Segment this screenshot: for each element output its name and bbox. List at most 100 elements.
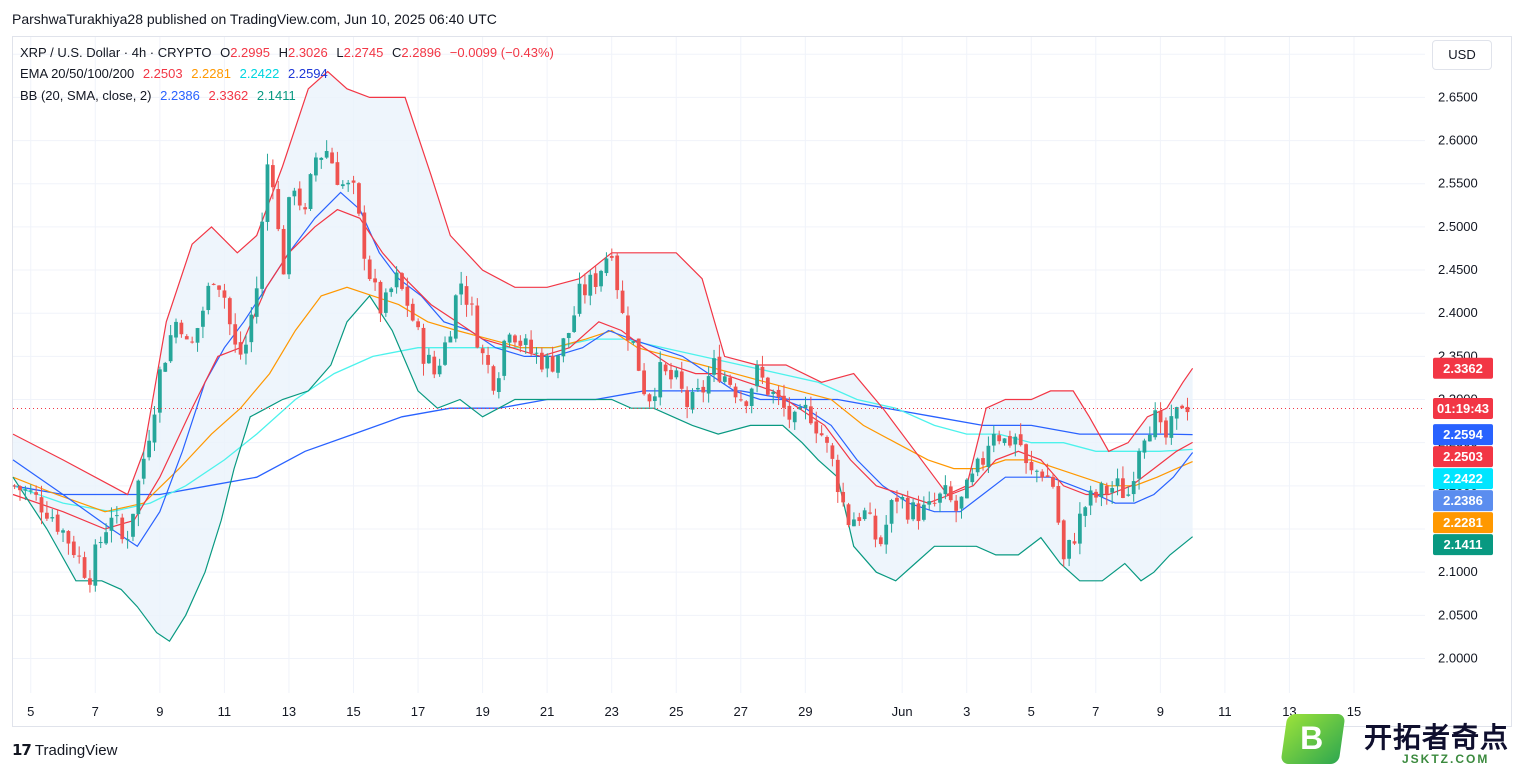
candle-body	[39, 497, 44, 513]
legend-bb-basis-value: 2.2386	[160, 88, 200, 103]
candle-body	[1056, 486, 1061, 523]
candle-body	[895, 497, 899, 502]
candle-body	[211, 283, 216, 285]
time-tick-label: 23	[604, 704, 618, 719]
price-tag	[1433, 468, 1493, 490]
candle-body	[932, 502, 937, 504]
candle-body	[808, 406, 813, 424]
legend-ema200-value: 2.2594	[288, 66, 328, 81]
candle-body	[529, 339, 533, 354]
time-tick-label: 17	[411, 704, 425, 719]
price-tag	[1433, 512, 1493, 534]
price-tick-label: 2.1000	[1438, 564, 1478, 579]
candle-body	[954, 500, 959, 511]
candle-body	[427, 354, 431, 364]
candle-body	[733, 386, 738, 398]
candle-body	[244, 344, 248, 354]
time-tick-label: 5	[27, 704, 34, 719]
candle-body	[421, 327, 426, 364]
legend-symbol-title: XRP / U.S. Dollar · 4h · CRYPTO	[20, 45, 212, 60]
candle-body	[195, 328, 200, 343]
legend-bb-upper-value: 2.3362	[208, 88, 249, 103]
price-tag	[1433, 398, 1493, 420]
watermark-badge-icon: B	[1280, 714, 1346, 764]
candle-body	[120, 517, 125, 540]
candle-body	[765, 377, 770, 395]
legend-change: −0.0099 (−0.43%)	[449, 45, 554, 60]
candle-body	[265, 164, 270, 222]
candle-body	[965, 479, 969, 499]
candle-body	[281, 228, 286, 275]
candle-body	[636, 338, 641, 371]
candle-body	[878, 537, 883, 545]
legend-close-value: 2.2896	[401, 45, 442, 60]
candle-body	[260, 221, 264, 289]
candle-body	[658, 362, 663, 398]
candle-body	[792, 411, 797, 423]
candle-body	[722, 376, 727, 382]
candle-body	[798, 407, 802, 410]
currency-button[interactable]: USD	[1432, 40, 1492, 70]
legend-ema50-value: 2.2281	[191, 66, 231, 81]
candle-body	[1002, 438, 1007, 444]
candle-body	[1013, 436, 1018, 445]
candle-body	[997, 435, 1002, 442]
candle-body	[523, 338, 528, 345]
candle-body	[911, 502, 915, 520]
candle-body	[577, 283, 582, 314]
watermark-subtitle: JSKTZ.COM	[1402, 752, 1490, 766]
candle-body	[803, 404, 808, 409]
legend-ema20-value: 2.2503	[142, 66, 183, 81]
candle-body	[453, 295, 458, 339]
candle-body	[1072, 541, 1077, 544]
candle-body	[206, 285, 211, 311]
candle-body	[496, 378, 501, 392]
candle-body	[486, 355, 490, 365]
candle-body	[184, 336, 189, 340]
candle-body	[561, 338, 566, 357]
time-tick-label: 29	[798, 704, 812, 719]
time-tick-label: 11	[218, 704, 232, 719]
candle-body	[125, 539, 130, 541]
candle-body	[405, 286, 410, 306]
candle-body	[862, 510, 867, 520]
candle-body	[18, 486, 22, 491]
candle-body	[314, 157, 318, 176]
candle-body	[1121, 478, 1125, 498]
legend-ema[interactable]: EMA 20/50/100/200 2.2503 2.2281 2.2422 2…	[20, 66, 333, 81]
legend-low-label: L	[336, 45, 344, 60]
candle-body	[1169, 416, 1174, 438]
candle-body	[948, 486, 953, 501]
candle-body	[900, 496, 905, 500]
candle-body	[77, 555, 82, 557]
candle-body	[324, 151, 329, 158]
candle-body	[61, 530, 65, 533]
candle-body	[141, 458, 146, 479]
candle-body	[663, 364, 668, 372]
candle-body	[938, 493, 942, 503]
tradingview-logo[interactable]: 𝟭𝟳 TradingView	[12, 741, 117, 760]
legend-symbol[interactable]: XRP / U.S. Dollar · 4h · CRYPTO O2.2995 …	[20, 45, 559, 60]
candle-body	[93, 544, 98, 586]
candle-body	[1024, 444, 1028, 464]
candle-body	[959, 496, 964, 509]
time-tick-label: 11	[1218, 704, 1232, 719]
candle-body	[921, 504, 926, 520]
candle-body	[604, 258, 609, 274]
candle-body	[975, 458, 980, 473]
candle-body	[131, 513, 135, 537]
candle-body	[378, 281, 383, 314]
candle-body	[1018, 434, 1023, 446]
time-tick-label: 9	[156, 704, 163, 719]
candle-body	[873, 515, 878, 540]
price-tag-label: 2.2503	[1443, 449, 1483, 464]
candle-body	[615, 255, 620, 291]
chart-frame[interactable]	[12, 36, 1512, 727]
price-tick-label: 2.5000	[1438, 219, 1478, 234]
legend-bb[interactable]: BB (20, SMA, close, 2) 2.2386 2.3362 2.1…	[20, 88, 301, 103]
price-tick-label: 2.4000	[1438, 305, 1478, 320]
time-tick-label: 25	[669, 704, 683, 719]
candle-body	[760, 366, 765, 378]
candle-body	[416, 321, 421, 328]
